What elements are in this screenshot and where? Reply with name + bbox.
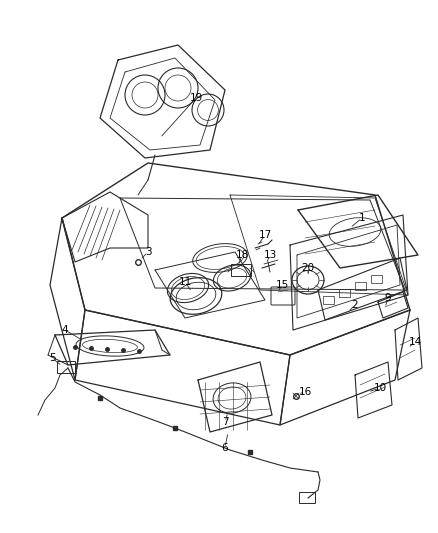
Text: 14: 14 (408, 337, 422, 347)
Text: 17: 17 (258, 230, 272, 240)
Text: 19: 19 (189, 93, 203, 103)
Text: 16: 16 (298, 387, 311, 397)
Text: 3: 3 (145, 247, 151, 257)
Text: 10: 10 (374, 383, 387, 393)
Text: 20: 20 (301, 263, 314, 273)
Text: 9: 9 (385, 293, 391, 303)
Text: 6: 6 (222, 443, 228, 453)
Text: 4: 4 (62, 325, 68, 335)
Text: 13: 13 (263, 250, 277, 260)
Text: 2: 2 (352, 300, 358, 310)
Text: 5: 5 (49, 353, 55, 363)
Text: 15: 15 (276, 280, 289, 290)
Text: 11: 11 (178, 277, 192, 287)
Text: 18: 18 (235, 250, 249, 260)
Text: 7: 7 (222, 417, 228, 427)
Text: 1: 1 (359, 213, 365, 223)
